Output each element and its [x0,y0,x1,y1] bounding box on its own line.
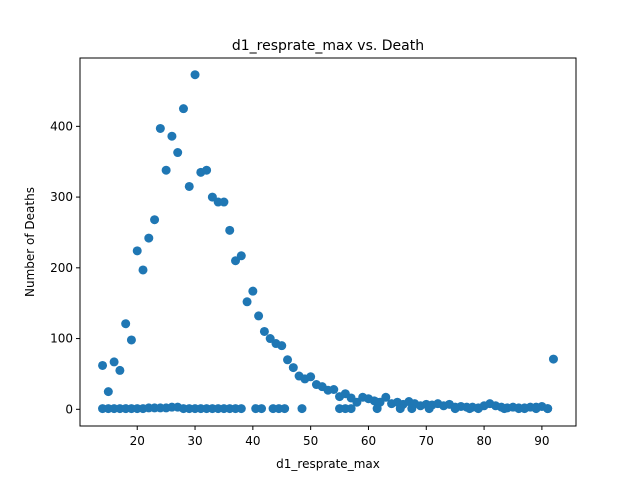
data-point [219,197,229,207]
y-tick-label: 200 [50,261,73,275]
data-point [407,404,417,414]
x-axis-label: d1_resprate_max [276,457,380,471]
data-point [144,233,154,243]
data-point [465,404,475,414]
data-point [236,404,246,414]
data-point [499,404,509,414]
data-point [109,357,119,367]
data-point [346,404,356,414]
chart-title: d1_resprate_max vs. Death [232,38,424,54]
data-point [257,404,267,414]
data-point [150,215,160,225]
data-point [115,365,125,375]
data-point [155,123,165,133]
y-tick-label: 0 [65,402,73,416]
data-point [297,404,307,414]
data-point [242,297,252,307]
data-point [254,311,264,321]
data-point [103,387,113,397]
x-tick-label: 20 [130,434,145,448]
data-point [161,165,171,175]
data-point [329,385,339,394]
data-point [132,246,142,256]
data-point [473,404,483,414]
y-tick-label: 100 [50,332,73,346]
data-point [259,326,269,336]
data-point [450,404,460,414]
data-point [548,354,558,364]
x-tick-label: 90 [534,434,549,448]
data-point [138,265,148,275]
data-point [283,355,293,365]
data-point [98,360,108,370]
y-tick-label: 400 [50,119,73,133]
data-point [248,286,258,296]
axis-ticks: 20 30 40 50 60 70 80 90 0 100 200 300 400 [50,119,549,448]
data-point [173,148,183,158]
data-point [381,392,391,402]
data-point [424,404,434,414]
data-point [236,251,246,261]
data-point [543,404,553,414]
data-point [520,404,530,414]
data-point [178,104,188,114]
data-point [190,70,200,80]
data-point [225,225,235,235]
data-point [531,404,541,414]
data-point [306,372,316,382]
x-tick-label: 70 [419,434,434,448]
data-point [288,363,298,373]
plot-frame [79,57,577,427]
data-point [121,319,131,329]
data-point [372,404,382,414]
data-point [277,341,287,351]
x-tick-label: 40 [245,434,260,448]
data-point [395,404,405,414]
y-tick-label: 300 [50,190,73,204]
x-tick-label: 80 [476,434,491,448]
data-point [202,165,212,175]
data-point [280,404,290,414]
data-points [98,70,558,414]
data-point [167,131,177,141]
data-point [126,335,136,345]
y-axis-label: Number of Deaths [23,187,37,297]
x-tick-label: 30 [187,434,202,448]
data-point [184,181,194,191]
x-tick-label: 60 [361,434,376,448]
x-tick-label: 50 [303,434,318,448]
